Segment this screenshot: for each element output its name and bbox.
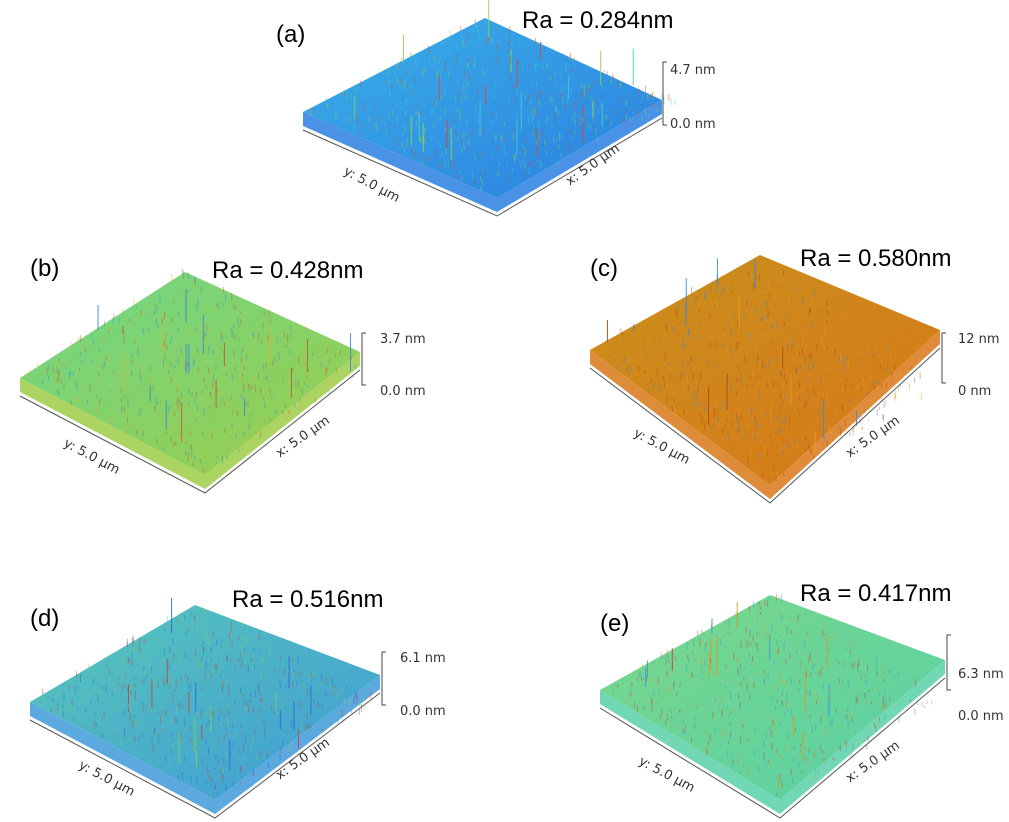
panel-label: (e)	[600, 610, 629, 637]
roughness-label: Ra = 0.516nm	[232, 586, 383, 613]
roughness-label: Ra = 0.417nm	[800, 580, 951, 607]
z-max-label: 4.7 nm	[670, 63, 716, 78]
y-axis-label: y: 5.0 µm	[636, 754, 697, 796]
panel-label: (d)	[30, 605, 59, 632]
panel-label: (c)	[590, 255, 618, 282]
z-min-label: 0.0 nm	[380, 384, 426, 399]
z-scale	[663, 62, 667, 125]
panel-label: (b)	[30, 255, 59, 282]
z-max-label: 12 nm	[958, 332, 1000, 347]
panel-label: (a)	[276, 21, 305, 48]
z-scale	[362, 333, 366, 385]
z-min-label: 0.0 nm	[670, 117, 716, 132]
figure: (a)Ra = 0.284nmy: 5.0 µmx: 5.0 µm4.7 nm0…	[0, 0, 1009, 822]
z-min-label: 0 nm	[958, 384, 991, 399]
z-max-label: 6.3 nm	[958, 667, 1004, 682]
z-scale	[942, 333, 946, 383]
roughness-label: Ra = 0.284nm	[522, 7, 673, 34]
z-scale	[947, 635, 951, 690]
roughness-label: Ra = 0.580nm	[800, 245, 951, 272]
z-max-label: 6.1 nm	[400, 651, 446, 666]
y-axis-label: y: 5.0 µm	[61, 436, 122, 478]
z-scale	[382, 652, 386, 705]
z-min-label: 0.0 nm	[958, 709, 1004, 724]
roughness-label: Ra = 0.428nm	[212, 257, 363, 284]
z-max-label: 3.7 nm	[380, 332, 426, 347]
z-min-label: 0.0 nm	[400, 704, 446, 719]
